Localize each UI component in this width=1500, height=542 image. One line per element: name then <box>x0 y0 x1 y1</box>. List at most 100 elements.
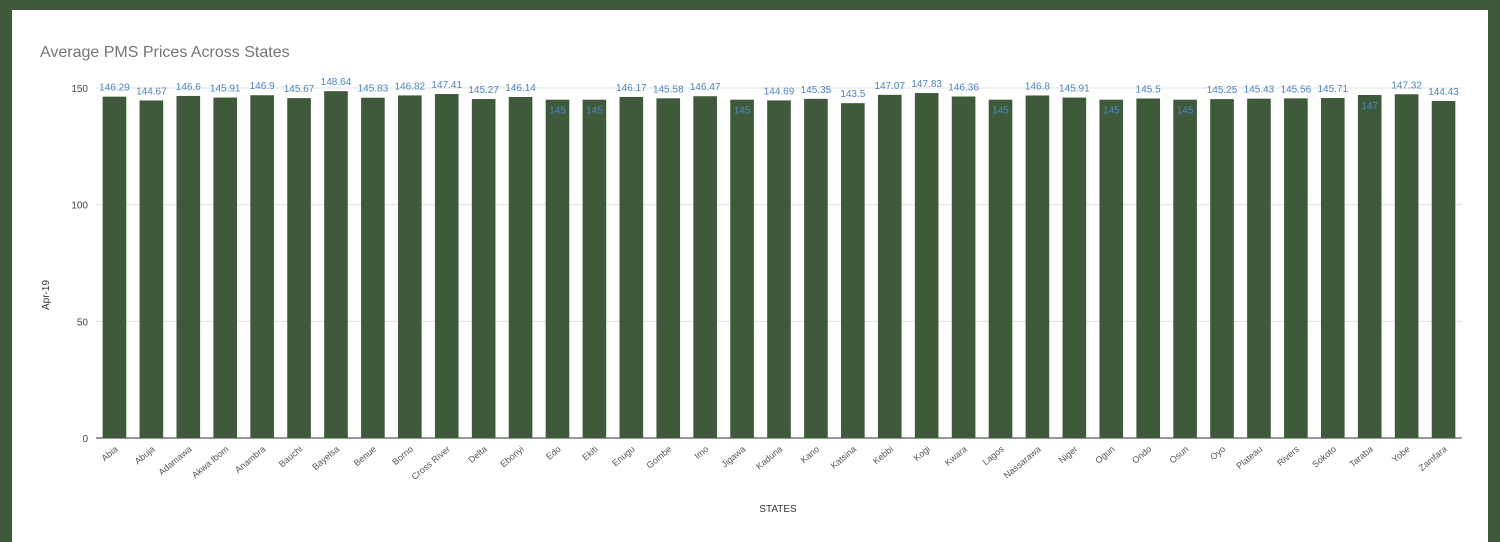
bar <box>1136 98 1161 438</box>
bar <box>397 95 422 439</box>
bar <box>656 98 681 439</box>
data-label: 144.67 <box>136 86 167 97</box>
x-tick-label: Rivers <box>1275 444 1301 468</box>
data-label: 145.56 <box>1281 84 1312 95</box>
bar <box>250 95 274 438</box>
bar <box>287 98 311 438</box>
bar <box>730 99 754 439</box>
data-label: 144.69 <box>764 86 795 97</box>
x-tick-label: Ebonyi <box>498 444 526 469</box>
x-tick-label: Akwa Ibom <box>190 444 231 480</box>
data-label: 147.83 <box>911 79 942 90</box>
data-label: 146.17 <box>616 83 647 94</box>
x-tick-label: Anambra <box>233 444 267 475</box>
x-tick-label: Plateau <box>1234 444 1264 471</box>
data-label: 146.82 <box>395 81 426 92</box>
x-tick-label: Edo <box>544 444 563 462</box>
bar <box>877 94 902 438</box>
x-tick-label: Niger <box>1057 444 1080 465</box>
data-label: 145 <box>1103 106 1120 117</box>
bar <box>434 94 459 438</box>
x-tick-label: Kogi <box>912 444 932 463</box>
y-axis-label: Apr-19 <box>41 280 52 310</box>
x-tick-label: Gombe <box>644 444 673 471</box>
x-tick-label: Jigawa <box>719 444 747 470</box>
data-label: 147.07 <box>874 81 905 92</box>
data-label: 147 <box>1361 101 1378 112</box>
x-tick-label: Abuja <box>133 444 157 466</box>
data-label: 145.71 <box>1317 84 1348 95</box>
x-tick-label: Kwara <box>943 444 969 468</box>
x-tick-label: Osun <box>1167 444 1190 465</box>
data-label: 143.5 <box>840 89 865 100</box>
bar <box>582 99 607 439</box>
x-tick-label: Delta <box>466 444 489 465</box>
bar <box>361 97 385 438</box>
bar <box>176 95 201 438</box>
data-label: 145.25 <box>1207 85 1238 96</box>
data-label: 148.64 <box>321 77 352 88</box>
chart-frame: Average PMS Prices Across States 146.29 1… <box>12 10 1488 542</box>
x-tick-label: Kano <box>799 444 822 465</box>
data-label: 145.27 <box>468 85 499 96</box>
data-label: 146.47 <box>690 82 721 93</box>
data-label: 145 <box>586 106 603 117</box>
x-tick-label: Adamawa <box>156 444 193 477</box>
x-tick-label: Enugu <box>610 444 636 468</box>
data-label: 146.8 <box>1025 81 1050 92</box>
x-tick-label: Benue <box>352 444 378 468</box>
bar <box>471 99 496 438</box>
data-label: 144.43 <box>1428 87 1459 98</box>
y-tick-label: 150 <box>71 84 88 95</box>
y-tick-label: 0 <box>82 434 88 445</box>
data-label: 145.91 <box>1059 84 1090 95</box>
bar <box>1173 99 1197 439</box>
x-tick-label: Yobe <box>1390 444 1412 465</box>
x-tick-label: Abia <box>100 444 120 463</box>
bar <box>1394 94 1419 439</box>
x-tick-label: Bayelsa <box>310 444 341 472</box>
data-label: 145.67 <box>284 84 315 95</box>
x-tick-label: Ondo <box>1130 444 1153 466</box>
x-tick-label: Taraba <box>1347 444 1375 469</box>
bar <box>102 96 127 438</box>
bar <box>139 100 164 438</box>
bar <box>951 96 976 438</box>
data-label: 147.32 <box>1391 80 1422 91</box>
data-label: 146.36 <box>948 82 979 93</box>
x-tick-label: Borno <box>390 444 415 467</box>
x-tick-label: Kaduna <box>754 444 784 472</box>
bar <box>1431 100 1456 438</box>
data-label: 146.6 <box>176 82 201 93</box>
bar <box>1320 98 1345 438</box>
data-label: 147.41 <box>431 80 462 91</box>
bar <box>1099 99 1124 439</box>
bar <box>693 96 717 438</box>
data-label: 146.9 <box>250 81 275 92</box>
data-label: 145 <box>992 106 1009 117</box>
x-tick-label: Cross River <box>410 444 452 482</box>
bar <box>1284 98 1308 439</box>
x-axis-label: STATES <box>759 504 797 515</box>
bar <box>1357 95 1382 438</box>
x-tick-label: Lagos <box>981 444 1007 468</box>
x-tick-label: Ekiti <box>580 444 599 463</box>
bar <box>1247 98 1271 438</box>
data-label: 145 <box>549 106 566 117</box>
x-tick-label: Bauchi <box>277 444 305 469</box>
x-tick-label: Nassarawa <box>1002 444 1043 481</box>
bar-chart: Average PMS Prices Across States 146.29 1… <box>40 44 1462 515</box>
y-tick-label: 100 <box>71 201 88 212</box>
bar <box>213 97 238 438</box>
bar <box>1025 95 1050 438</box>
bar <box>545 99 570 439</box>
data-label: 145.5 <box>1136 85 1161 96</box>
bar <box>914 93 939 439</box>
x-tick-label: Imo <box>693 444 711 461</box>
x-tick-label: Kebbi <box>871 444 895 466</box>
x-tick-label: Ogun <box>1093 444 1116 466</box>
y-tick-label: 50 <box>77 317 89 328</box>
data-label: 145.43 <box>1244 85 1275 96</box>
bar <box>767 100 791 438</box>
data-label: 145.35 <box>801 85 832 96</box>
